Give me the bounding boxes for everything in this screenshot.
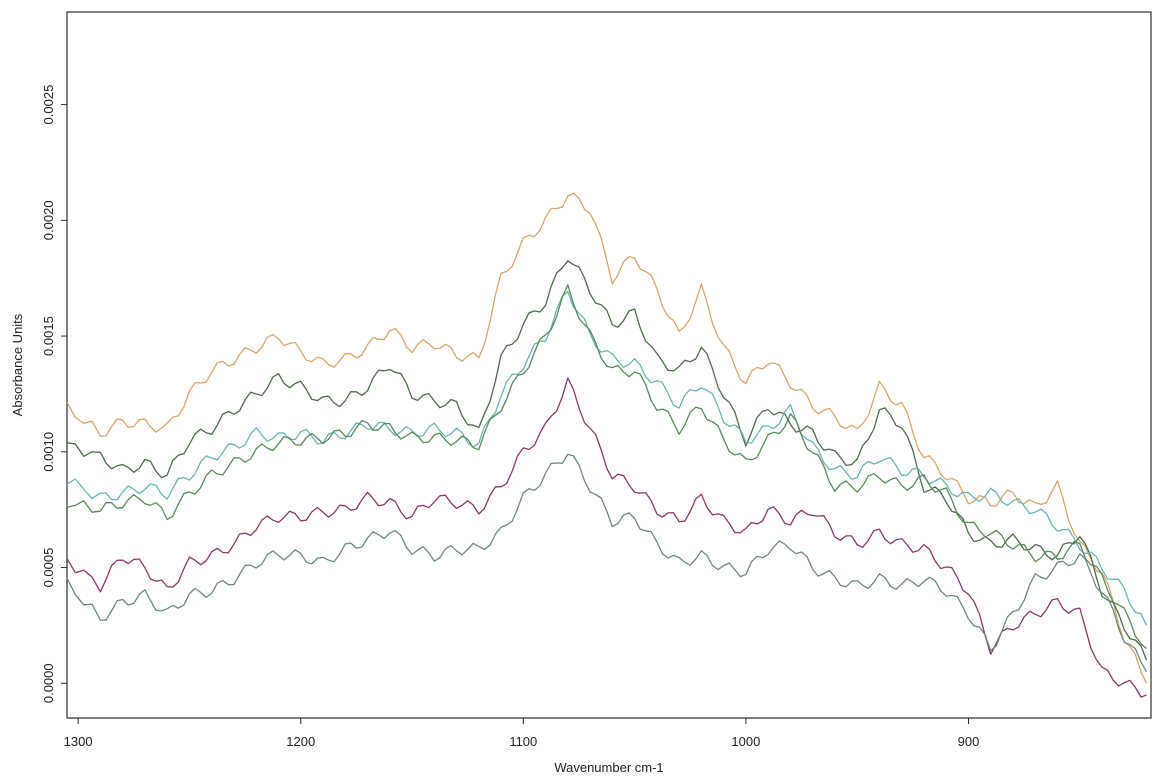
spectrum-line-3	[66, 290, 1148, 626]
spectrum-line-5	[66, 377, 1147, 698]
plot-frame	[66, 11, 1152, 719]
spectrum-line-6	[66, 453, 1148, 673]
x-tick-label: 1100	[509, 734, 537, 749]
x-tick-label: 1200	[286, 734, 315, 749]
x-tick-label: 900	[958, 734, 980, 749]
spectrum-line-1	[66, 192, 1148, 684]
y-tick-label: 0.0010	[41, 432, 56, 472]
y-tick-label: 0.0000	[41, 663, 56, 703]
y-axis: 0.0000 0.0005 0.0010 0.0015 0.0020 0.0025	[41, 85, 67, 703]
y-tick-label: 0.0005	[41, 548, 56, 588]
x-tick-label: 1300	[64, 734, 93, 749]
x-tick-label: 1000	[731, 734, 760, 749]
y-axis-label: Absorbance Units	[10, 313, 25, 416]
y-tick-label: 0.0020	[41, 200, 56, 240]
y-tick-label: 0.0015	[41, 316, 56, 356]
series-lines	[66, 192, 1148, 698]
x-axis: 1300 1200 1100 1000 900	[64, 718, 980, 749]
x-axis-label: Wavenumber cm-1	[554, 760, 663, 775]
y-tick-label: 0.0025	[41, 85, 56, 125]
spectrum-line-4	[66, 284, 1147, 650]
spectrum-line-2	[66, 260, 1148, 661]
